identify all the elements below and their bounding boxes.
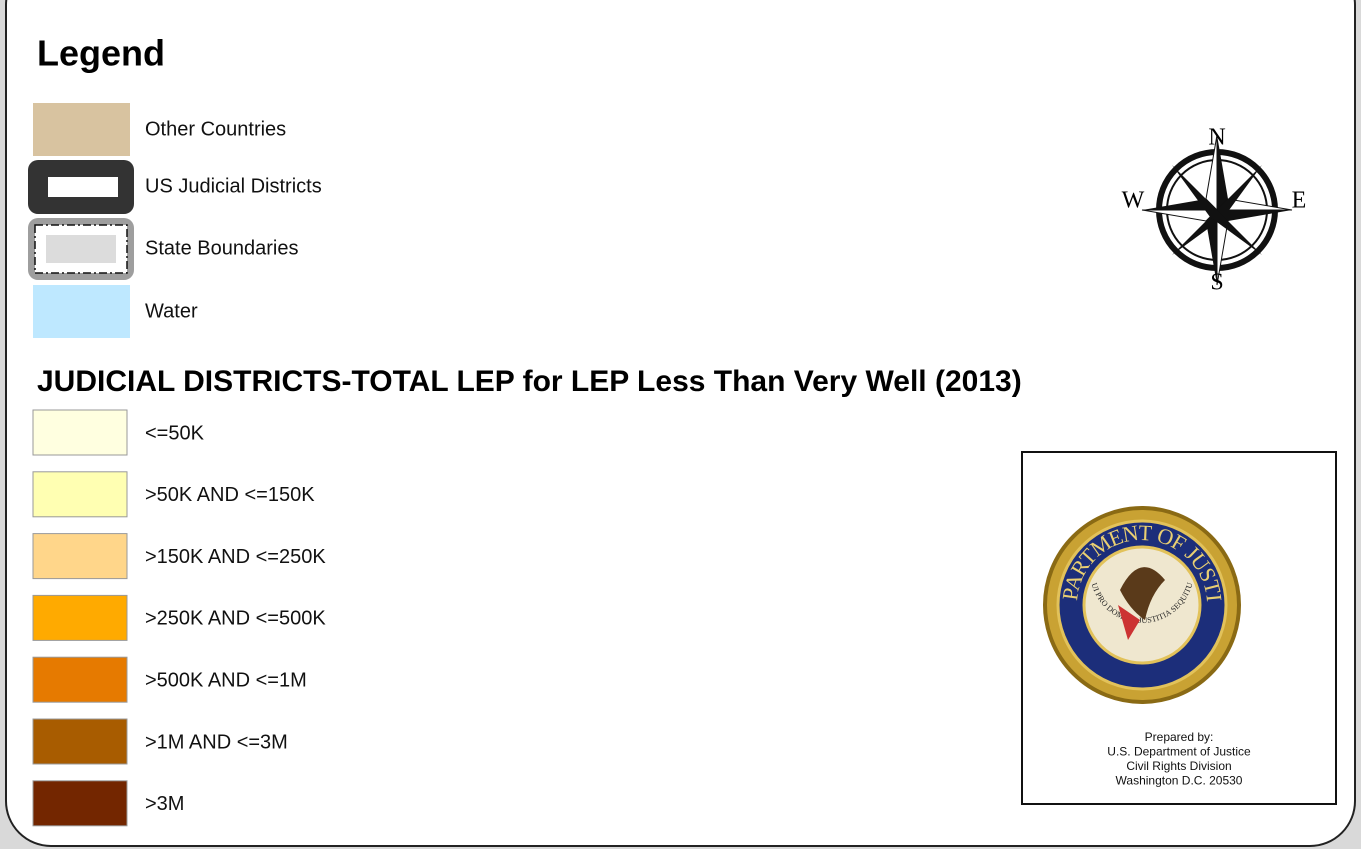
class-label: >3M <box>145 793 184 815</box>
class-label: >50K AND <=150K <box>145 484 315 506</box>
class-swatch <box>33 781 127 826</box>
class-label: <=50K <box>145 422 205 444</box>
swatch-fill <box>46 235 116 263</box>
legend-label: US Judicial Districts <box>145 175 322 197</box>
legend-label: Other Countries <box>145 118 286 140</box>
credit-line: Washington D.C. 20530 <box>1116 774 1243 788</box>
class-swatch <box>33 719 127 764</box>
page: Legend JUDICIAL DISTRICTS-TOTAL LEP for … <box>0 0 1361 849</box>
compass-e: E <box>1292 188 1307 214</box>
credit-line: Civil Rights Division <box>1126 759 1231 773</box>
swatch <box>33 103 130 156</box>
swatch <box>33 285 130 338</box>
class-swatch <box>33 472 127 517</box>
class-label: >150K AND <=250K <box>145 546 326 568</box>
class-swatch <box>33 410 127 455</box>
class-label: >1M AND <=3M <box>145 731 288 753</box>
credit-line: Prepared by: <box>1145 730 1214 744</box>
swatch-inner <box>48 177 118 197</box>
class-label: >250K AND <=500K <box>145 608 326 630</box>
class-swatch <box>33 534 127 579</box>
class-swatch <box>33 595 127 640</box>
legend-label: State Boundaries <box>145 237 298 259</box>
legend-title: Legend <box>37 33 165 74</box>
compass-s: S <box>1210 270 1223 296</box>
class-label: >500K AND <=1M <box>145 669 307 691</box>
legend-label: Water <box>145 300 198 322</box>
class-swatch <box>33 657 127 702</box>
credit-line: U.S. Department of Justice <box>1107 745 1251 759</box>
legend-panel: Legend JUDICIAL DISTRICTS-TOTAL LEP for … <box>0 0 1361 849</box>
compass-n: N <box>1208 125 1225 151</box>
compass-w: W <box>1122 188 1145 214</box>
classes-title: JUDICIAL DISTRICTS-TOTAL LEP for LEP Les… <box>37 365 1022 398</box>
